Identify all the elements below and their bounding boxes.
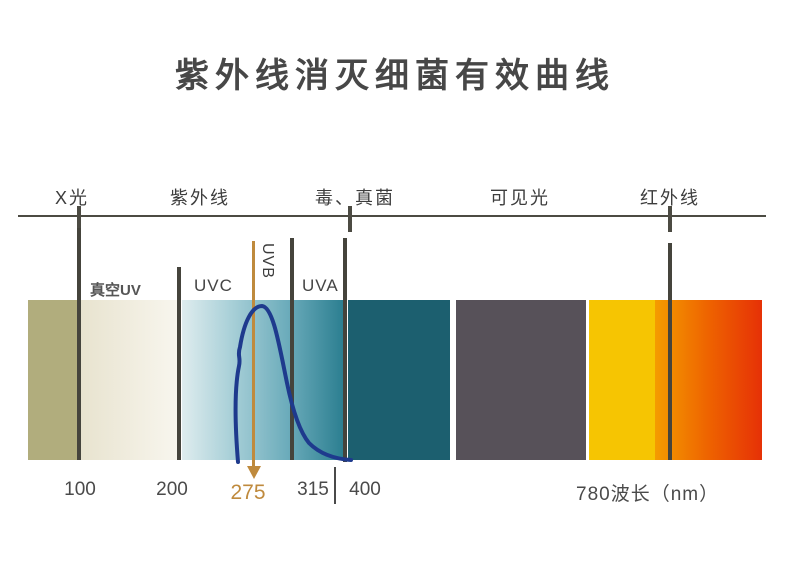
- band-label-ultraviolet: 紫外线: [170, 188, 230, 208]
- spectrum-segment-uv-gradient: [182, 300, 344, 460]
- axis-tick-315: 315: [297, 479, 329, 500]
- spectrum-segment-gray: [456, 300, 586, 460]
- axis-divider-line: [334, 467, 336, 504]
- ruler-tick-infrared: [668, 206, 672, 232]
- peak-arrow-line: [252, 241, 255, 467]
- spectrum-segment-xray: [28, 300, 77, 460]
- band-label-infrared: 红外线: [640, 188, 700, 208]
- band-label-visible-light: 可见光: [490, 188, 550, 208]
- axis-tick-100: 100: [64, 479, 96, 500]
- top-ruler-line: [18, 215, 766, 217]
- subband-label-uvc: UVC: [194, 276, 233, 295]
- band-label-toxin-fungi: 毒、真菌: [315, 188, 395, 208]
- spectrum-segment-vacuum-uv: [81, 300, 178, 460]
- ruler-tick-fungi: [348, 206, 352, 232]
- axis-tick-275-highlight: 275: [230, 481, 266, 504]
- subband-label-uva: UVA: [302, 276, 339, 295]
- boundary-line-400nm: [343, 238, 347, 462]
- page-title: 紫外线消灭细菌有效曲线: [175, 57, 615, 95]
- axis-tick-200: 200: [156, 479, 188, 500]
- peak-arrow-down-icon: [247, 466, 261, 479]
- axis-tick-400: 400: [349, 479, 381, 500]
- axis-label-780-wavelength: 780波长（nm）: [576, 484, 720, 505]
- spectrum-segment-yellow: [589, 300, 655, 460]
- boundary-line-315nm: [290, 238, 294, 460]
- boundary-line-780nm: [668, 243, 672, 460]
- boundary-line-200nm: [177, 267, 181, 460]
- spectrum-segment-orange-red: [655, 300, 762, 460]
- subband-label-vacuum-uv: 真空UV: [90, 282, 141, 299]
- boundary-line-100nm: [77, 228, 81, 460]
- subband-label-uvb: UVB: [259, 243, 276, 279]
- ruler-tick-xray: [77, 206, 81, 232]
- spectrum-segment-dark-teal: [348, 300, 450, 460]
- band-label-xray: X光: [54, 188, 89, 208]
